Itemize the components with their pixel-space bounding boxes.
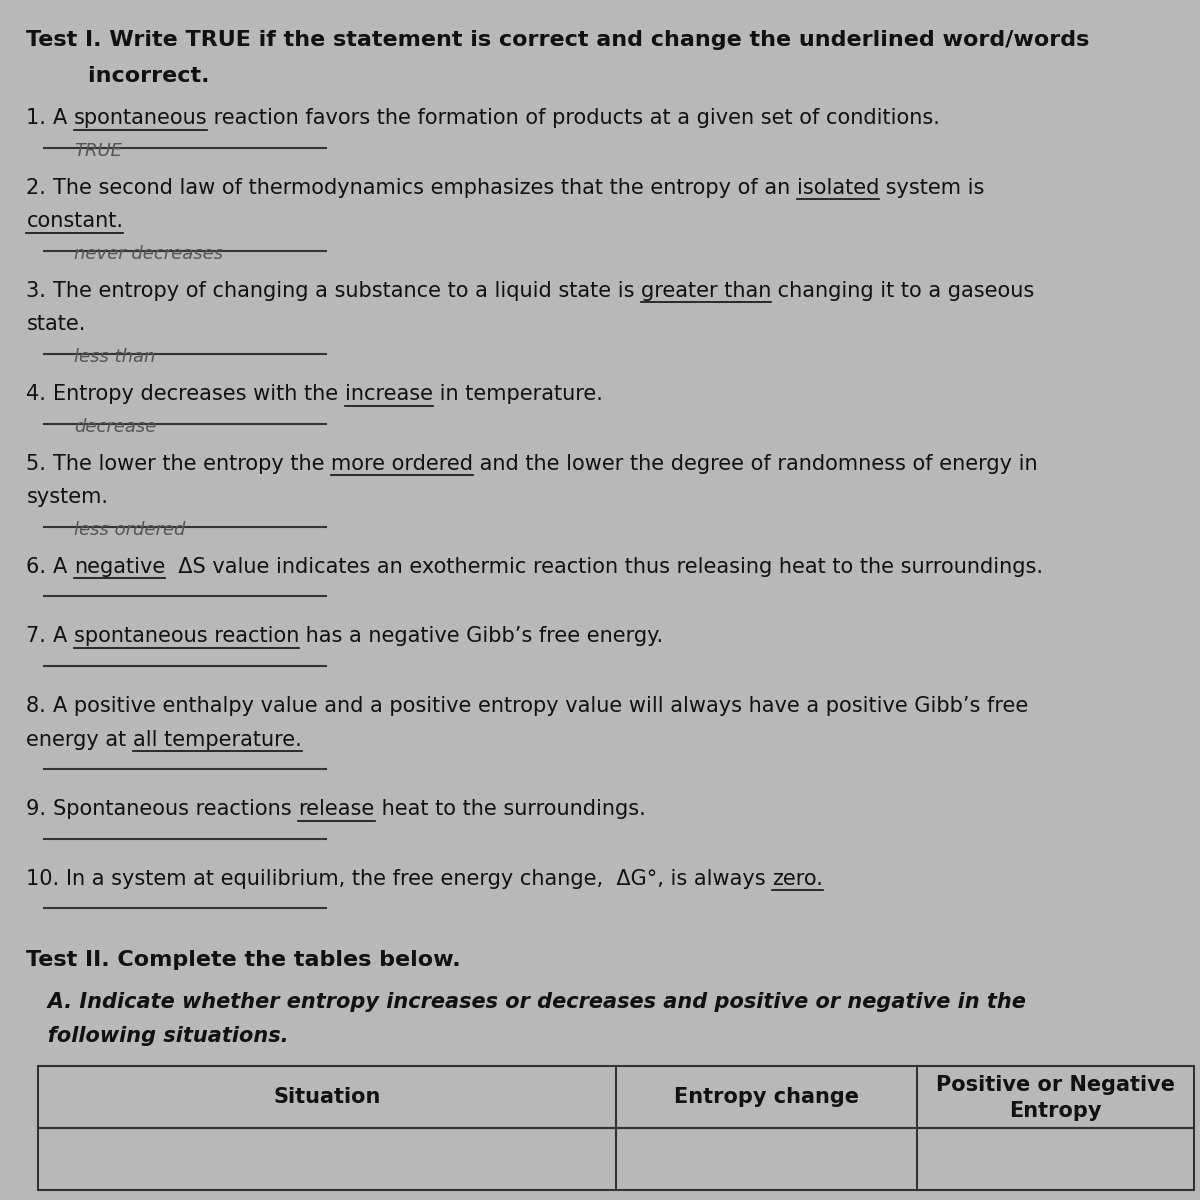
Text: 3.: 3. — [26, 281, 53, 301]
Text: 9.: 9. — [26, 799, 53, 820]
Text: In a system at equilibrium, the free energy change,  ΔG°, is always: In a system at equilibrium, the free ene… — [66, 869, 773, 889]
Text: Test II. Complete the tables below.: Test II. Complete the tables below. — [26, 950, 461, 971]
Text: incorrect.: incorrect. — [26, 66, 210, 86]
Text: The lower the entropy the: The lower the entropy the — [53, 454, 331, 474]
Text: heat to the surroundings.: heat to the surroundings. — [374, 799, 646, 820]
Text: 5.: 5. — [26, 454, 53, 474]
Text: The entropy of changing a substance to a liquid state is: The entropy of changing a substance to a… — [53, 281, 641, 301]
Text: changing it to a gaseous: changing it to a gaseous — [772, 281, 1034, 301]
Text: system is: system is — [880, 178, 984, 198]
Text: spontaneous: spontaneous — [73, 108, 208, 128]
Text: Spontaneous reactions: Spontaneous reactions — [53, 799, 299, 820]
Text: A positive enthalpy value and a positive entropy value will always have a positi: A positive enthalpy value and a positive… — [53, 696, 1028, 716]
Text: less than: less than — [74, 348, 156, 366]
Text: Positive or Negative: Positive or Negative — [936, 1075, 1175, 1094]
Text: system.: system. — [26, 487, 108, 508]
Text: A. Indicate whether entropy increases or decreases and positive or negative in t: A. Indicate whether entropy increases or… — [26, 992, 1026, 1013]
Text: zero.: zero. — [773, 869, 823, 889]
Text: ΔS value indicates an exothermic reaction thus releasing heat to the surrounding: ΔS value indicates an exothermic reactio… — [166, 557, 1043, 577]
Text: more ordered: more ordered — [331, 454, 473, 474]
Text: Test I. Write TRUE if the statement is correct and change the underlined word/wo: Test I. Write TRUE if the statement is c… — [26, 30, 1090, 50]
Text: all temperature.: all temperature. — [133, 730, 302, 750]
Text: has a negative Gibb’s free energy.: has a negative Gibb’s free energy. — [299, 626, 664, 647]
Text: Entropy decreases with the: Entropy decreases with the — [53, 384, 344, 404]
Bar — [38, 1066, 1194, 1128]
Text: release: release — [299, 799, 374, 820]
Text: reaction favors the formation of products at a given set of conditions.: reaction favors the formation of product… — [208, 108, 941, 128]
Text: 7.: 7. — [26, 626, 53, 647]
Text: A: A — [53, 108, 73, 128]
Text: less ordered: less ordered — [74, 521, 186, 539]
Text: The second law of thermodynamics emphasizes that the entropy of an: The second law of thermodynamics emphasi… — [53, 178, 797, 198]
Text: Entropy change: Entropy change — [674, 1087, 859, 1106]
Text: following situations.: following situations. — [26, 1026, 289, 1046]
Text: and the lower the degree of randomness of energy in: and the lower the degree of randomness o… — [473, 454, 1038, 474]
Text: negative: negative — [74, 557, 166, 577]
Text: isolated: isolated — [797, 178, 880, 198]
Text: 6.: 6. — [26, 557, 53, 577]
Text: 2.: 2. — [26, 178, 53, 198]
Text: energy at: energy at — [26, 730, 133, 750]
Text: state.: state. — [26, 314, 85, 335]
Text: Situation: Situation — [274, 1087, 380, 1106]
Text: 8.: 8. — [26, 696, 53, 716]
Text: 4.: 4. — [26, 384, 53, 404]
Text: in temperature.: in temperature. — [433, 384, 602, 404]
Text: never decreases: never decreases — [74, 245, 223, 263]
Text: 10.: 10. — [26, 869, 66, 889]
Text: TRUE: TRUE — [74, 142, 122, 160]
Text: greater than: greater than — [641, 281, 772, 301]
Text: A: A — [53, 557, 74, 577]
Text: spontaneous reaction: spontaneous reaction — [73, 626, 299, 647]
Text: increase: increase — [344, 384, 433, 404]
Text: decrease: decrease — [74, 418, 157, 436]
Text: 1.: 1. — [26, 108, 53, 128]
Text: Entropy: Entropy — [1009, 1102, 1102, 1121]
Text: constant.: constant. — [26, 211, 124, 232]
Bar — [38, 1128, 1194, 1190]
Text: A: A — [53, 626, 73, 647]
